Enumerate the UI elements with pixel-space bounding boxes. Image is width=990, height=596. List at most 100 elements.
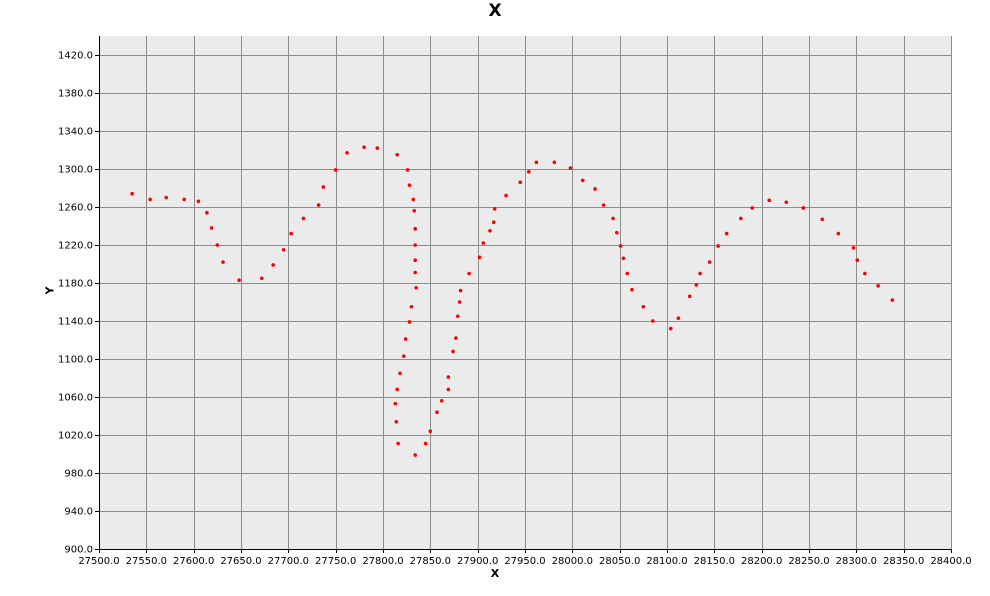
x-tick-label: 27750.0 — [315, 556, 356, 567]
data-point — [668, 326, 673, 331]
data-point — [412, 209, 417, 213]
data-point — [457, 300, 462, 304]
x-tick-label: 27850.0 — [410, 556, 451, 567]
x-tick-label: 27550.0 — [126, 556, 167, 567]
y-axis-label: Y — [43, 286, 57, 295]
data-point — [215, 243, 220, 247]
data-point — [694, 283, 699, 287]
x-tick-label: 27650.0 — [220, 556, 261, 567]
y-tick-label: 1100.0 — [58, 355, 93, 366]
data-point — [488, 228, 492, 233]
data-point — [601, 203, 606, 207]
y-tick-label: 1380.0 — [58, 89, 93, 100]
y-tick-labels: 900.0 940.0 980.0 1020.0 1060.0 1100.0 1140.0 1… — [58, 51, 93, 556]
data-point — [446, 387, 451, 392]
data-point — [534, 160, 539, 165]
y-tick-label: 940.0 — [64, 507, 93, 518]
data-point — [611, 216, 615, 221]
axes — [95, 36, 952, 553]
data-point — [855, 258, 860, 263]
data-point — [454, 336, 458, 340]
data-point — [676, 316, 681, 320]
y-tick-label: 1220.0 — [58, 241, 93, 252]
data-point — [451, 349, 455, 354]
data-point — [446, 375, 451, 379]
data-point — [409, 304, 414, 309]
data-point — [209, 226, 214, 230]
data-point — [395, 387, 400, 392]
data-point — [876, 284, 880, 288]
data-point — [411, 197, 416, 202]
y-tick-label: 1340.0 — [58, 127, 93, 138]
data-point — [396, 441, 400, 446]
data-point — [423, 441, 428, 446]
x-tick-label: 27500.0 — [78, 556, 119, 567]
data-point — [593, 187, 597, 191]
data-point — [784, 200, 789, 205]
x-tick-label: 28200.0 — [741, 556, 782, 567]
x-tick-label: 27900.0 — [457, 556, 498, 567]
y-tick-label: 1300.0 — [58, 165, 93, 176]
x-tick-label: 28350.0 — [883, 556, 924, 567]
data-point — [221, 260, 225, 264]
data-point — [345, 151, 349, 155]
data-point — [428, 429, 433, 434]
data-point — [413, 227, 417, 231]
data-point — [395, 152, 400, 157]
data-point — [836, 231, 841, 236]
data-point — [716, 244, 720, 248]
x-tick-label: 27950.0 — [504, 556, 545, 567]
data-point — [316, 203, 321, 207]
data-point — [407, 320, 412, 324]
x-tick-label: 28100.0 — [646, 556, 687, 567]
y-tick-label: 1140.0 — [58, 317, 93, 328]
data-point — [413, 270, 417, 275]
data-point — [403, 337, 408, 341]
y-tick-label: 1260.0 — [58, 203, 93, 214]
y-tick-label: 980.0 — [64, 469, 93, 480]
x-tick-label: 27600.0 — [173, 556, 214, 567]
y-tick-label: 1420.0 — [58, 51, 93, 62]
data-point — [455, 314, 460, 319]
data-point — [321, 185, 326, 189]
data-point — [402, 354, 406, 358]
data-point — [413, 243, 417, 247]
data-point — [698, 271, 702, 276]
x-tick-labels: 27500.0 27550.0 27600.0 27650.0 27700.0 27750… — [78, 556, 971, 567]
data-point — [148, 197, 152, 202]
data-point — [394, 419, 399, 424]
x-tick-label: 28300.0 — [836, 556, 877, 567]
data-point — [851, 246, 856, 250]
data-point — [271, 263, 275, 267]
data-point — [362, 145, 366, 149]
x-tick-label: 28150.0 — [694, 556, 735, 567]
data-point — [801, 206, 806, 210]
data-point — [739, 216, 743, 221]
data-point — [439, 399, 444, 403]
data-point — [641, 304, 646, 309]
data-point — [130, 191, 134, 196]
data-point — [375, 146, 380, 150]
data-point — [467, 271, 471, 276]
data-point — [414, 285, 418, 290]
y-tick-label: 1020.0 — [58, 431, 93, 442]
x-tick-label: 28050.0 — [599, 556, 640, 567]
y-tick-label: 900.0 — [64, 545, 93, 556]
data-point — [281, 247, 286, 252]
data-point — [767, 198, 772, 203]
data-point — [333, 168, 338, 172]
data-point — [196, 199, 201, 204]
data-point — [580, 178, 585, 183]
data-point — [237, 278, 241, 282]
data-point — [618, 244, 623, 248]
data-point — [458, 288, 463, 293]
data-point — [301, 216, 306, 221]
x-tick-label: 28250.0 — [788, 556, 829, 567]
data-point — [504, 193, 508, 198]
data-point — [863, 271, 867, 276]
data-point — [405, 168, 410, 172]
data-point — [492, 207, 497, 211]
data-point — [435, 410, 439, 415]
data-point — [182, 197, 186, 202]
